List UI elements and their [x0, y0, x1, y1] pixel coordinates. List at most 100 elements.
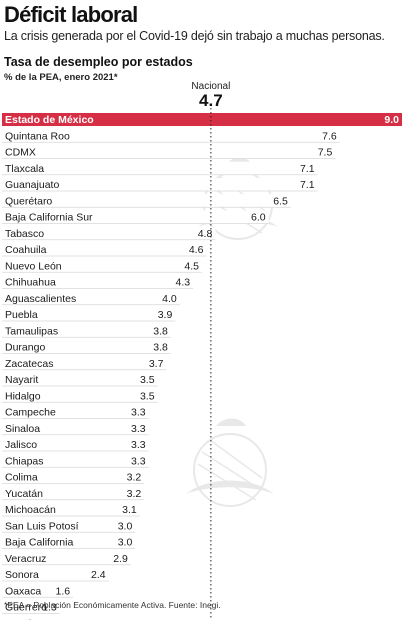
bar-30 [2, 584, 74, 598]
bar-6 [2, 194, 291, 208]
category-label: Estado de México [5, 114, 94, 126]
bar-26 [2, 519, 136, 533]
category-label: Hidalgo [5, 390, 41, 402]
bar-23 [2, 470, 145, 484]
category-label: Guanajuato [5, 179, 59, 191]
value-label: 3.5 [140, 374, 155, 386]
value-label: 4.6 [189, 244, 204, 256]
bar-27 [2, 535, 136, 549]
category-label: Sonora [5, 569, 39, 581]
value-label: 3.9 [158, 309, 173, 321]
category-label: Querétaro [5, 195, 52, 207]
value-label: 1.3 [42, 602, 57, 614]
page-subtitle: La crisis generada por el Covid-19 dejó … [4, 29, 385, 43]
value-label: 3.0 [118, 537, 133, 549]
value-label: 7.5 [318, 147, 333, 159]
national-reference-label: Nacional [191, 81, 231, 92]
category-label: Durango [5, 342, 45, 354]
category-label: Quintana Roo [5, 130, 70, 142]
value-label: 9.0 [384, 114, 399, 126]
value-label: 3.2 [127, 488, 142, 500]
bar-13 [2, 308, 176, 321]
bar-31 [2, 600, 60, 614]
value-label: 3.8 [153, 325, 168, 337]
bar-8 [2, 226, 216, 240]
category-label: CDMX [5, 147, 36, 159]
category-label: Zacatecas [5, 358, 53, 370]
category-label: Jalisco [5, 439, 37, 451]
category-label: Veracruz [5, 553, 46, 565]
category-label: Coahuila [5, 244, 47, 256]
bar-15 [2, 340, 171, 354]
value-label: 3.3 [131, 407, 146, 419]
bar-22 [2, 454, 149, 468]
value-label: 2.4 [91, 569, 106, 581]
value-label: 3.3 [131, 423, 146, 435]
bar-11 [2, 275, 194, 289]
category-label: Chihuahua [5, 277, 56, 289]
category-label: Yucatán [5, 488, 43, 500]
bar-29 [2, 568, 109, 581]
bar-14 [2, 324, 171, 338]
bar-28 [2, 551, 131, 565]
category-label: Colima [5, 472, 38, 484]
value-label: 3.1 [122, 504, 137, 516]
category-label: Nayarit [5, 374, 38, 386]
value-label: 3.5 [140, 390, 155, 402]
bar-1 [2, 113, 402, 126]
bar-21 [2, 438, 149, 451]
bar-7 [2, 210, 269, 224]
value-label: 6.5 [273, 195, 288, 207]
bar-25 [2, 503, 140, 516]
category-label: Morelos [5, 618, 42, 620]
value-label: 4.3 [176, 277, 191, 289]
value-label: 3.3 [131, 439, 146, 451]
value-label: 4.5 [184, 260, 199, 272]
category-label: Campeche [5, 407, 56, 419]
category-label: Sinaloa [5, 423, 40, 435]
value-label: 3.8 [153, 342, 168, 354]
value-label: 3.3 [131, 455, 146, 467]
bar-19 [2, 405, 149, 419]
chart-subtitle: % de la PEA, enero 2021* [4, 72, 118, 83]
footnote: *PEA = Población Económicamente Activa. … [4, 600, 221, 610]
bar-24 [2, 486, 145, 500]
value-label: 7.1 [300, 163, 315, 175]
category-label: Baja California Sur [5, 212, 93, 224]
bar-9 [2, 243, 207, 256]
bar-2 [2, 129, 340, 143]
category-label: Tlaxcala [5, 163, 44, 175]
bar-3 [2, 145, 336, 159]
bar-5 [2, 178, 318, 191]
category-label: Chiapas [5, 455, 44, 467]
bar-18 [2, 389, 158, 403]
value-label: 7.1 [300, 179, 315, 191]
category-label: Aguascalientes [5, 293, 76, 305]
bar-32 [2, 616, 56, 620]
category-label: San Luis Potosí [5, 520, 79, 532]
bar-16 [2, 356, 167, 370]
category-label: Michoacán [5, 504, 56, 516]
bar-10 [2, 259, 202, 273]
value-label: 4.0 [162, 293, 177, 305]
value-label: 3.2 [127, 472, 142, 484]
bar-4 [2, 161, 318, 175]
bar-12 [2, 291, 180, 305]
bar-17 [2, 373, 158, 386]
value-label: 6.0 [251, 212, 266, 224]
page-title: Déficit laboral [4, 2, 138, 27]
category-label: Tamaulipas [5, 325, 58, 337]
bar-20 [2, 421, 149, 435]
value-label: 7.6 [322, 130, 337, 142]
category-label: Nuevo León [5, 260, 62, 272]
category-label: Tabasco [5, 228, 44, 240]
watermark-emblem [186, 157, 278, 507]
value-label: 1.6 [56, 585, 71, 597]
national-reference-value: 4.7 [199, 91, 223, 110]
value-label: 2.9 [113, 553, 128, 565]
value-label: 3.0 [118, 520, 133, 532]
category-label: Baja California [5, 537, 73, 549]
chart-title: Tasa de desempleo por estados [4, 55, 193, 69]
value-label: 4.8 [198, 228, 213, 240]
